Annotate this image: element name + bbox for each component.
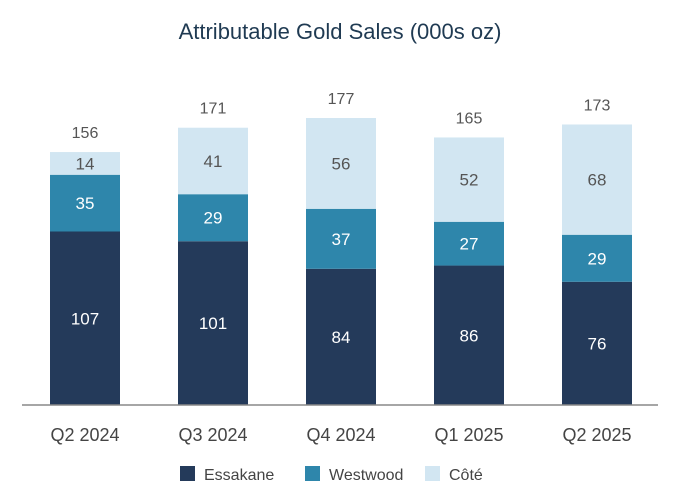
bar-westwood-q4-2024 [306, 208, 376, 269]
bar-westwood-q2-2025 [562, 234, 632, 282]
bar-essakane-q4-2024 [306, 268, 376, 405]
data-label-cote-q1-2025: 52 [460, 171, 479, 190]
legend-swatch-cote [425, 466, 440, 481]
data-label-cote-q2-2024: 14 [76, 154, 95, 173]
data-label-cote-q3-2024: 41 [204, 152, 223, 171]
bar-essakane-q1-2025 [434, 265, 504, 405]
total-label-q3-2024: 171 [200, 101, 227, 118]
data-label-cote-q4-2024: 56 [332, 154, 351, 173]
x-tick-label-q3-2024: Q3 2024 [178, 425, 247, 445]
data-label-westwood-q2-2025: 29 [588, 249, 607, 268]
bar-essakane-q2-2024 [50, 231, 120, 405]
bar-essakane-q2-2025 [562, 281, 632, 405]
bar-westwood-q2-2024 [50, 174, 120, 232]
chart-title: Attributable Gold Sales (000s oz) [179, 19, 502, 44]
bar-westwood-q1-2025 [434, 221, 504, 266]
data-label-essakane-q2-2025: 76 [588, 334, 607, 353]
legend-label-cote: Côté [449, 467, 483, 484]
legend: Essakane Westwood Côté [180, 466, 483, 484]
total-label-q1-2025: 165 [456, 110, 483, 127]
data-label-westwood-q3-2024: 29 [204, 209, 223, 228]
bar-cote-q2-2025 [562, 124, 632, 235]
bar-cote-q4-2024 [306, 118, 376, 209]
data-label-essakane-q4-2024: 84 [332, 328, 351, 347]
data-label-cote-q2-2025: 68 [588, 171, 607, 190]
bar-cote-q3-2024 [178, 127, 248, 195]
bar-cote-q2-2024 [50, 152, 120, 175]
legend-swatch-westwood [305, 466, 320, 481]
legend-label-essakane: Essakane [204, 467, 274, 484]
legend-label-westwood: Westwood [329, 467, 403, 484]
x-tick-label-q4-2024: Q4 2024 [306, 425, 375, 445]
data-label-westwood-q2-2024: 35 [76, 194, 95, 213]
data-label-essakane-q2-2024: 107 [71, 309, 99, 328]
x-tick-label-q2-2024: Q2 2024 [50, 425, 119, 445]
x-tick-label-q2-2025: Q2 2025 [562, 425, 631, 445]
legend-swatch-essakane [180, 466, 195, 481]
bar-area: 107 35 14 156 101 29 41 171 84 37 56 177 86 27 52 165 76… [50, 91, 632, 405]
bar-westwood-q3-2024 [178, 194, 248, 242]
data-label-westwood-q1-2025: 27 [460, 235, 479, 254]
bar-essakane-q3-2024 [178, 241, 248, 405]
data-label-essakane-q3-2024: 101 [199, 314, 227, 333]
x-axis-ticks: Q2 2024 Q3 2024 Q4 2024 Q1 2025 Q2 2025 [50, 425, 631, 445]
total-label-q2-2024: 156 [72, 125, 99, 142]
bar-cote-q1-2025 [434, 137, 504, 222]
data-label-westwood-q4-2024: 37 [332, 230, 351, 249]
data-label-essakane-q1-2025: 86 [460, 326, 479, 345]
total-label-q4-2024: 177 [328, 91, 355, 108]
total-label-q2-2025: 173 [584, 97, 611, 114]
x-tick-label-q1-2025: Q1 2025 [434, 425, 503, 445]
